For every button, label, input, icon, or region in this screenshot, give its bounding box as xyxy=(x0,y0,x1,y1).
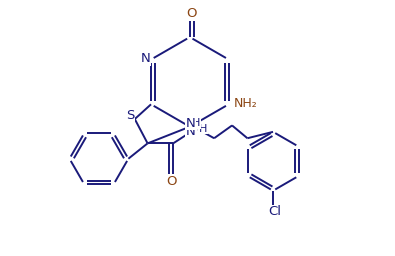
Text: O: O xyxy=(167,175,177,188)
Text: H: H xyxy=(192,118,200,128)
Text: H: H xyxy=(199,124,207,134)
Text: O: O xyxy=(186,7,196,20)
Text: Cl: Cl xyxy=(269,206,282,218)
Text: N: N xyxy=(186,117,195,130)
Text: N: N xyxy=(141,52,150,65)
Text: N: N xyxy=(186,125,196,138)
Text: NH₂: NH₂ xyxy=(234,97,258,110)
Text: S: S xyxy=(126,110,134,122)
